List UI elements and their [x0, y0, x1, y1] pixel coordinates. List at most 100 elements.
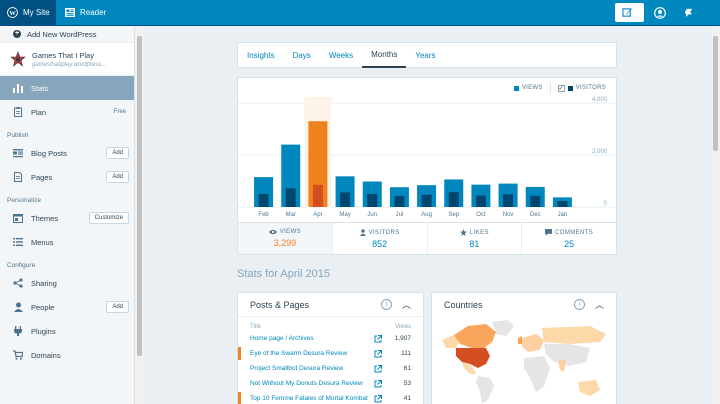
add-new-label: Add New WordPress: [27, 29, 97, 39]
bar-visitors: [340, 192, 351, 207]
tab-weeks[interactable]: Weeks: [328, 51, 354, 60]
current-site[interactable]: Games That I Play gamesthatiplay.wordpre…: [0, 42, 134, 76]
add-person-button[interactable]: Add: [106, 301, 129, 313]
tile-visitors[interactable]: VISITORS 852: [333, 223, 428, 254]
write-post-button[interactable]: [615, 0, 644, 25]
reader-button[interactable]: Reader: [56, 0, 106, 25]
map-asia: [544, 344, 590, 366]
sidebar-item-plugins[interactable]: Plugins: [0, 319, 134, 343]
plan-tag: Free: [113, 109, 126, 115]
sidebar-item-pages[interactable]: Pages Add: [0, 165, 134, 189]
post-title-link[interactable]: Eye of the Swarm Desura Review: [250, 350, 348, 357]
bell-icon: [684, 8, 693, 18]
sidebar-item-sharing[interactable]: Sharing: [0, 271, 134, 295]
sidebar-scrollbar[interactable]: [135, 26, 144, 404]
main-scrollbar[interactable]: [711, 26, 720, 404]
sidebar-item-stats[interactable]: Stats: [0, 76, 134, 100]
map-australia: [578, 380, 600, 396]
tile-likes[interactable]: LIKES 81: [428, 223, 523, 254]
plug-icon: [13, 326, 23, 336]
post-views: 61: [403, 365, 411, 372]
external-link-icon[interactable]: [374, 334, 384, 343]
external-link-icon[interactable]: [374, 379, 384, 388]
star-icon: [459, 229, 467, 236]
chevron-up-icon[interactable]: ︿: [402, 300, 412, 310]
masterbar: W My Site Reader: [0, 0, 720, 26]
tab-insights[interactable]: Insights: [247, 51, 275, 60]
tile-comments-value: 25: [564, 239, 575, 249]
table-row[interactable]: Project Smallbot Desura Review 61: [238, 361, 423, 376]
table-row[interactable]: Home page / Archives 1,907: [238, 331, 423, 346]
post-views: 1,907: [394, 335, 411, 342]
sidebar-item-domains[interactable]: Domains: [0, 343, 134, 367]
post-views: 41: [403, 395, 411, 402]
legend-views: VIEWS: [521, 85, 543, 91]
bar-visitors: [530, 195, 541, 207]
bar-visitors: [557, 201, 568, 207]
table-row[interactable]: Not Without My Donuts Desura Review 53: [238, 376, 423, 391]
tile-comments[interactable]: COMMENTS 25: [522, 223, 616, 254]
posts-column-headers: Title Views: [238, 316, 423, 331]
my-site-button[interactable]: W My Site: [0, 0, 56, 25]
external-link-icon[interactable]: [374, 394, 384, 403]
external-link-icon[interactable]: [374, 364, 384, 373]
wordpress-icon: W: [7, 7, 18, 18]
notifications-button[interactable]: [681, 0, 701, 25]
external-link-icon[interactable]: [374, 349, 384, 358]
x-tick-label: Nov: [503, 212, 514, 218]
map-mexico: [462, 362, 476, 374]
map-russia: [542, 326, 606, 344]
add-post-button[interactable]: Add: [106, 147, 129, 159]
post-title-link[interactable]: Top 10 Femme Fatales of Mortal Kombat: [250, 395, 368, 402]
tab-months[interactable]: Months: [362, 43, 407, 68]
x-tick-label: Apr: [313, 212, 322, 218]
sidebar-item-menus[interactable]: Menus: [0, 230, 134, 254]
sidebar-item-label: Sharing: [31, 278, 57, 288]
sidebar-item-label: Domains: [31, 350, 61, 360]
post-views: 111: [401, 350, 411, 357]
sidebar-item-themes[interactable]: Themes Customize: [0, 206, 134, 230]
info-icon[interactable]: i: [574, 299, 585, 310]
sidebar-item-label: Blog Posts: [31, 148, 67, 158]
bar-visitors: [448, 192, 459, 207]
customize-button[interactable]: Customize: [88, 212, 129, 224]
themes-icon: [13, 213, 23, 223]
me-button[interactable]: [652, 0, 672, 25]
post-title-link[interactable]: Project Smallbot Desura Review: [250, 365, 344, 372]
countries-panel: Countries i ︿: [431, 292, 617, 404]
sidebar-item-blog-posts[interactable]: Blog Posts Add: [0, 141, 134, 165]
table-row[interactable]: Eye of the Swarm Desura Review 111: [238, 346, 423, 361]
site-url: gamesthatiplay.wordpress...: [32, 61, 107, 68]
world-map[interactable]: [440, 318, 610, 404]
map-greenland: [492, 320, 514, 336]
clipboard-icon: [13, 107, 23, 117]
main-scrollbar-thumb[interactable]: [713, 36, 718, 151]
visitors-checkbox[interactable]: ✓: [557, 84, 565, 92]
bar-visitors: [394, 196, 405, 207]
sidebar-item-label: Stats: [31, 83, 49, 93]
chevron-up-icon[interactable]: ︿: [595, 300, 605, 310]
tile-label: LIKES: [428, 229, 522, 236]
bar-visitors: [421, 194, 432, 207]
info-icon[interactable]: i: [381, 299, 392, 310]
person-icon: [359, 229, 366, 236]
post-title-link[interactable]: Home page / Archives: [250, 335, 314, 342]
tile-label: VISITORS: [333, 229, 427, 236]
sidebar-item-plan[interactable]: Plan Free: [0, 100, 134, 124]
reader-icon: [65, 8, 75, 17]
sidebar-item-people[interactable]: People Add: [0, 295, 134, 319]
x-tick-label: May: [339, 212, 350, 218]
tile-views[interactable]: VIEWS 3,299: [238, 223, 333, 254]
posts-panel-title: Posts & Pages: [250, 299, 310, 310]
add-new-site-link[interactable]: + Add New WordPress: [0, 26, 134, 42]
my-site-label: My Site: [23, 8, 50, 17]
sidebar-scrollbar-thumb[interactable]: [137, 36, 142, 356]
posts-panel-header: Posts & Pages i ︿: [238, 293, 423, 316]
tab-years[interactable]: Years: [415, 51, 436, 60]
tab-days[interactable]: Days: [292, 51, 311, 60]
post-title-link[interactable]: Not Without My Donuts Desura Review: [250, 380, 363, 387]
tile-visitors-value: 852: [372, 239, 388, 249]
write-box: [615, 3, 644, 22]
table-row[interactable]: Top 10 Femme Fatales of Mortal Kombat 41: [238, 391, 423, 404]
add-page-button[interactable]: Add: [106, 171, 129, 183]
